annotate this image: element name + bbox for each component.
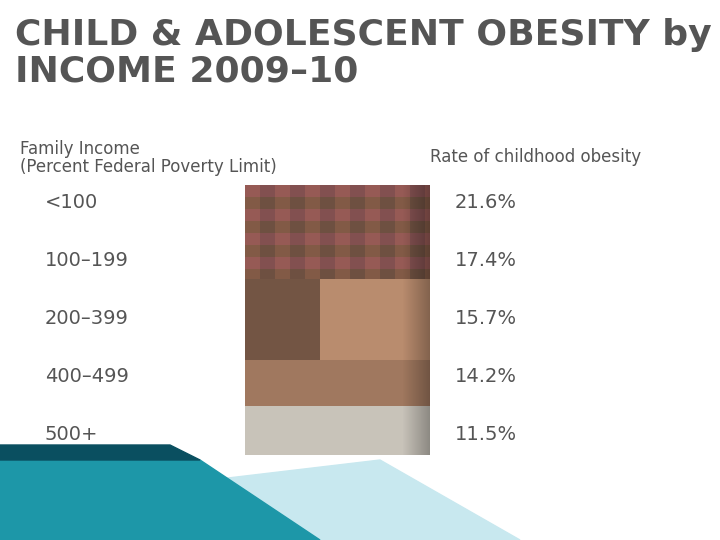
Text: <100: <100 [45,192,98,212]
Text: 200–399: 200–399 [45,308,129,327]
Text: 400–499: 400–499 [45,367,129,386]
Text: 11.5%: 11.5% [455,424,517,443]
Polygon shape [0,445,200,460]
Text: 21.6%: 21.6% [455,192,517,212]
Text: INCOME 2009–10: INCOME 2009–10 [15,54,359,88]
Polygon shape [0,460,320,540]
Text: Rate of childhood obesity: Rate of childhood obesity [430,148,641,166]
Text: Family Income: Family Income [20,140,140,158]
Text: (Percent Federal Poverty Limit): (Percent Federal Poverty Limit) [20,158,276,176]
Text: 100–199: 100–199 [45,251,129,269]
Text: 17.4%: 17.4% [455,251,517,269]
Polygon shape [0,460,520,540]
Text: 500+: 500+ [45,424,99,443]
Text: CHILD & ADOLESCENT OBESITY by: CHILD & ADOLESCENT OBESITY by [15,18,711,52]
Text: 14.2%: 14.2% [455,367,517,386]
Text: 15.7%: 15.7% [455,308,517,327]
